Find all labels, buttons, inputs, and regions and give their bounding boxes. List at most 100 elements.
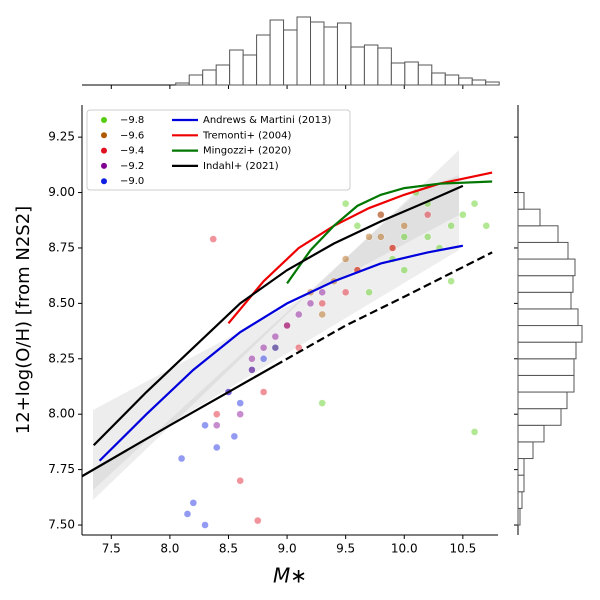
point xyxy=(209,235,217,243)
hist-bar xyxy=(517,391,568,410)
hist-bar xyxy=(517,192,525,210)
hist-bar xyxy=(517,491,523,509)
hist-bar xyxy=(323,26,338,86)
hist-bar xyxy=(417,64,433,86)
point xyxy=(295,310,303,319)
y-tick-label: 7.75 xyxy=(48,462,75,476)
hist-bar xyxy=(350,46,365,86)
legend-label: Andrews & Martini (2013) xyxy=(203,115,331,126)
hist-bar xyxy=(363,44,379,86)
hist-bar xyxy=(517,458,525,476)
point xyxy=(470,199,479,208)
hist-bar xyxy=(517,258,576,277)
point xyxy=(400,222,408,230)
hist-bar xyxy=(310,21,325,86)
point xyxy=(318,288,326,296)
point xyxy=(271,344,280,352)
point xyxy=(353,222,362,230)
y-tick-label: 8.50 xyxy=(48,296,75,310)
x-tick-label: 8.5 xyxy=(219,542,238,556)
x-tick-label: 10.0 xyxy=(391,542,418,556)
point xyxy=(254,516,262,525)
legend-label: Tremonti+ (2004) xyxy=(202,130,291,141)
hist-bar xyxy=(390,62,406,86)
point xyxy=(423,211,432,219)
point xyxy=(271,332,280,341)
legend-box xyxy=(86,109,351,191)
hist-bar xyxy=(256,34,271,86)
point xyxy=(183,510,192,518)
point xyxy=(236,410,244,418)
legend-label: −9.0 xyxy=(120,176,144,187)
point xyxy=(482,222,490,230)
point xyxy=(377,233,385,241)
point xyxy=(377,211,385,219)
hist-bar xyxy=(517,358,575,376)
x-axis-label: M∗ xyxy=(273,564,307,588)
point xyxy=(213,421,221,429)
hist-bar xyxy=(458,77,473,86)
point xyxy=(248,366,256,374)
hist-bar xyxy=(431,72,446,86)
point xyxy=(259,388,268,396)
point xyxy=(201,521,209,529)
point xyxy=(259,344,268,352)
hist-bar xyxy=(517,291,572,310)
hist-bar xyxy=(517,225,559,243)
point xyxy=(248,355,256,363)
point xyxy=(201,421,209,429)
point xyxy=(318,310,326,319)
y-tick-label: 8.75 xyxy=(48,240,75,254)
hist-bar xyxy=(517,474,525,493)
hist-bar xyxy=(444,74,460,86)
hist-bar xyxy=(517,507,521,526)
hist-bar xyxy=(517,441,534,460)
point xyxy=(365,288,373,296)
hist-bar xyxy=(296,16,312,86)
legend-label: Mingozzi+ (2020) xyxy=(203,146,291,157)
hist-bar xyxy=(517,275,574,293)
point xyxy=(341,199,350,208)
x-tick-label: 10.5 xyxy=(449,542,476,556)
point xyxy=(341,255,350,263)
hist-bar xyxy=(517,241,569,260)
hist-bar xyxy=(269,19,285,86)
line xyxy=(81,364,276,478)
legend-label: Indahl+ (2021) xyxy=(203,161,279,172)
point xyxy=(400,233,408,241)
point xyxy=(447,222,455,230)
hist-bar xyxy=(517,208,541,227)
model-band xyxy=(93,175,459,490)
hist-bar xyxy=(517,308,579,327)
line xyxy=(274,251,493,367)
point xyxy=(230,432,239,441)
hist-bar xyxy=(517,374,575,393)
point xyxy=(459,211,467,219)
x-tick-label: 9.0 xyxy=(278,542,297,556)
point xyxy=(470,428,479,436)
point xyxy=(283,321,291,330)
hist-bar xyxy=(175,82,190,86)
model-band xyxy=(93,150,459,500)
hist-bar xyxy=(202,69,217,86)
legend-label: −9.4 xyxy=(120,146,144,157)
point xyxy=(236,399,244,407)
legend-marker xyxy=(101,178,107,185)
x-tick-label: 7.5 xyxy=(102,542,121,556)
hist-bar xyxy=(283,29,298,86)
hist-bar xyxy=(517,424,545,443)
line xyxy=(98,244,464,462)
x-tick-label: 9.5 xyxy=(336,542,355,556)
point xyxy=(236,476,244,485)
hist-bar xyxy=(485,81,500,86)
y-tick-label: 9.00 xyxy=(48,185,75,199)
hist-bar xyxy=(336,22,352,86)
point xyxy=(318,299,326,308)
legend-marker xyxy=(101,132,107,139)
point xyxy=(259,355,268,363)
point xyxy=(400,266,408,274)
point xyxy=(318,399,326,407)
y-axis-label: 12+log(O/H) [from N2S2] xyxy=(13,206,34,434)
hist-bar xyxy=(215,64,231,86)
